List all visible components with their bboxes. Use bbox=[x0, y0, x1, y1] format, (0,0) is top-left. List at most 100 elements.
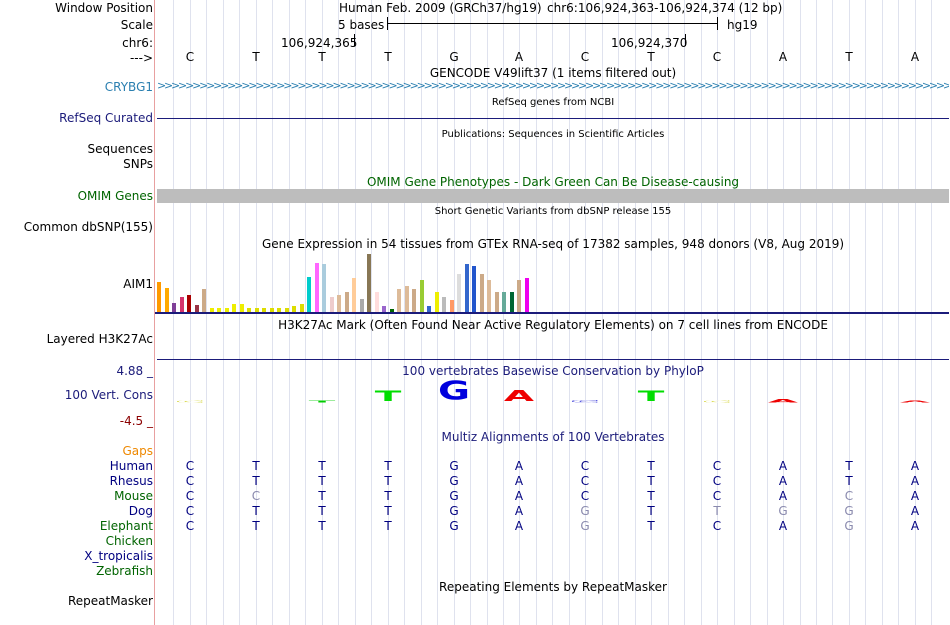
gtex-tissue-bar[interactable] bbox=[307, 277, 311, 312]
aligned-base: G bbox=[449, 489, 459, 503]
conservation-letter[interactable]: A bbox=[503, 387, 535, 405]
gtex-gene-label[interactable]: AIM1 bbox=[123, 277, 153, 291]
gtex-tissue-bar[interactable] bbox=[517, 280, 521, 312]
repeatmasker-label[interactable]: RepeatMasker bbox=[67, 594, 153, 608]
conservation-letter[interactable]: A bbox=[899, 400, 931, 404]
gtex-tissue-bar[interactable] bbox=[322, 264, 326, 312]
gtex-tissue-bar[interactable] bbox=[299, 304, 304, 312]
sequences-label[interactable]: Sequences bbox=[87, 142, 153, 156]
aligned-base: T bbox=[647, 489, 655, 503]
chrom-label: chr6: bbox=[122, 36, 153, 50]
gtex-tissue-bar[interactable] bbox=[337, 295, 341, 312]
gtex-title[interactable]: Gene Expression in 54 tissues from GTEx … bbox=[261, 237, 845, 251]
gtex-tissue-bar[interactable] bbox=[269, 308, 274, 312]
gtex-tissue-bar[interactable] bbox=[509, 292, 514, 312]
species-label[interactable]: Chicken bbox=[105, 534, 153, 548]
strand-arrow-label[interactable]: ---> bbox=[129, 51, 153, 65]
omim-feature-band[interactable] bbox=[157, 189, 949, 203]
gtex-tissue-bar[interactable] bbox=[434, 292, 439, 312]
gtex-tissue-bar[interactable] bbox=[352, 278, 356, 312]
species-label[interactable]: Rhesus bbox=[109, 474, 153, 488]
gencode-gene-label[interactable]: CRYBG1 bbox=[104, 80, 153, 94]
conservation-letter[interactable]: T bbox=[637, 388, 665, 405]
gtex-tissue-bar[interactable] bbox=[457, 274, 461, 312]
gtex-tissue-bar[interactable] bbox=[472, 266, 476, 312]
gtex-tissue-bar[interactable] bbox=[494, 292, 499, 312]
gtex-tissue-bar[interactable] bbox=[404, 286, 409, 312]
gtex-bar-chart[interactable] bbox=[155, 252, 555, 312]
gtex-tissue-bar[interactable] bbox=[344, 292, 349, 312]
multiz-title[interactable]: Multiz Alignments of 100 Vertebrates bbox=[441, 430, 665, 444]
dbsnp-title[interactable]: Short Genetic Variants from dbSNP releas… bbox=[434, 206, 672, 217]
refseq-gene-line[interactable] bbox=[157, 118, 949, 119]
gtex-tissue-bar[interactable] bbox=[277, 308, 281, 312]
h3k27ac-baseline bbox=[157, 359, 949, 360]
gtex-tissue-bar[interactable] bbox=[262, 308, 266, 312]
gtex-tissue-bar[interactable] bbox=[397, 289, 401, 312]
gtex-tissue-bar[interactable] bbox=[194, 305, 199, 312]
gtex-tissue-bar[interactable] bbox=[314, 263, 319, 312]
phylop-title[interactable]: 100 vertebrates Basewise Conservation by… bbox=[402, 364, 704, 378]
gtex-tissue-bar[interactable] bbox=[179, 297, 184, 312]
conservation-letter[interactable]: C bbox=[702, 400, 732, 404]
gtex-tissue-bar[interactable] bbox=[487, 280, 491, 312]
conservation-letter[interactable]: A bbox=[767, 398, 799, 404]
gtex-tissue-bar[interactable] bbox=[359, 299, 364, 312]
gtex-tissue-bar[interactable] bbox=[187, 295, 191, 312]
species-label[interactable]: Zebrafish bbox=[96, 564, 153, 578]
aligned-base: G bbox=[778, 504, 788, 518]
gtex-tissue-bar[interactable] bbox=[164, 288, 169, 312]
gtex-tissue-bar[interactable] bbox=[464, 264, 469, 312]
conservation-letter[interactable]: C bbox=[570, 399, 600, 404]
h3k27ac-title[interactable]: H3K27Ac Mark (Often Found Near Active Re… bbox=[278, 318, 828, 332]
gtex-tissue-bar[interactable] bbox=[239, 304, 244, 312]
refseq-label[interactable]: RefSeq Curated bbox=[59, 111, 153, 125]
omim-title[interactable]: OMIM Gene Phenotypes - Dark Green Can Be… bbox=[366, 175, 740, 189]
crybg1-gene-feature[interactable]: >>>>>>>>>>>>>>>>>>>>>>>>>>>>>>>>>>>>>>>>… bbox=[157, 80, 949, 92]
gtex-tissue-bar[interactable] bbox=[217, 308, 221, 312]
gtex-tissue-bar[interactable] bbox=[412, 289, 416, 312]
gtex-tissue-bar[interactable] bbox=[284, 308, 289, 312]
species-label[interactable]: Human bbox=[109, 459, 153, 473]
conservation-letter[interactable]: T bbox=[374, 388, 402, 405]
refseq-title[interactable]: RefSeq genes from NCBI bbox=[491, 97, 615, 108]
publications-title[interactable]: Publications: Sequences in Scientific Ar… bbox=[441, 129, 665, 140]
gtex-tissue-bar[interactable] bbox=[442, 297, 446, 312]
gtex-tissue-bar[interactable] bbox=[502, 292, 506, 312]
species-label[interactable]: Elephant bbox=[99, 519, 153, 533]
conservation-letter[interactable]: G bbox=[437, 376, 471, 407]
gtex-tissue-bar[interactable] bbox=[419, 280, 424, 312]
gtex-tissue-bar[interactable] bbox=[374, 292, 379, 312]
snps-label[interactable]: SNPs bbox=[123, 157, 153, 171]
gtex-tissue-bar[interactable] bbox=[479, 274, 484, 312]
gtex-tissue-bar[interactable] bbox=[157, 282, 161, 312]
gtex-tissue-bar[interactable] bbox=[524, 278, 529, 312]
dbsnp-label[interactable]: Common dbSNP(155) bbox=[23, 220, 153, 234]
h3k27ac-label[interactable]: Layered H3K27Ac bbox=[46, 332, 153, 346]
scale-bar-right bbox=[717, 17, 718, 30]
species-label[interactable]: Dog bbox=[128, 504, 153, 518]
gaps-label[interactable]: Gaps bbox=[122, 444, 153, 458]
conservation-letter[interactable]: T bbox=[308, 400, 336, 404]
gtex-tissue-bar[interactable] bbox=[427, 306, 431, 312]
gtex-tissue-bar[interactable] bbox=[389, 309, 394, 312]
gtex-tissue-bar[interactable] bbox=[247, 308, 251, 312]
gtex-tissue-bar[interactable] bbox=[232, 304, 236, 312]
gtex-tissue-bar[interactable] bbox=[254, 308, 259, 312]
conservation-letter[interactable]: C bbox=[175, 400, 205, 404]
gtex-tissue-bar[interactable] bbox=[224, 308, 229, 312]
gtex-tissue-bar[interactable] bbox=[329, 297, 334, 312]
omim-label[interactable]: OMIM Genes bbox=[77, 189, 153, 203]
gtex-tissue-bar[interactable] bbox=[202, 289, 206, 312]
gtex-tissue-bar[interactable] bbox=[382, 306, 386, 312]
gtex-tissue-bar[interactable] bbox=[449, 300, 454, 312]
phylop-label[interactable]: 100 Vert. Cons bbox=[64, 388, 153, 402]
gtex-tissue-bar[interactable] bbox=[367, 254, 371, 312]
species-label[interactable]: X_tropicalis bbox=[84, 549, 153, 563]
repeatmasker-title[interactable]: Repeating Elements by RepeatMasker bbox=[439, 580, 667, 594]
gtex-tissue-bar[interactable] bbox=[209, 308, 214, 312]
gtex-tissue-bar[interactable] bbox=[292, 306, 296, 312]
gencode-title[interactable]: GENCODE V49lift37 (1 items filtered out) bbox=[429, 66, 677, 80]
species-label[interactable]: Mouse bbox=[114, 489, 153, 503]
gtex-tissue-bar[interactable] bbox=[172, 303, 176, 312]
